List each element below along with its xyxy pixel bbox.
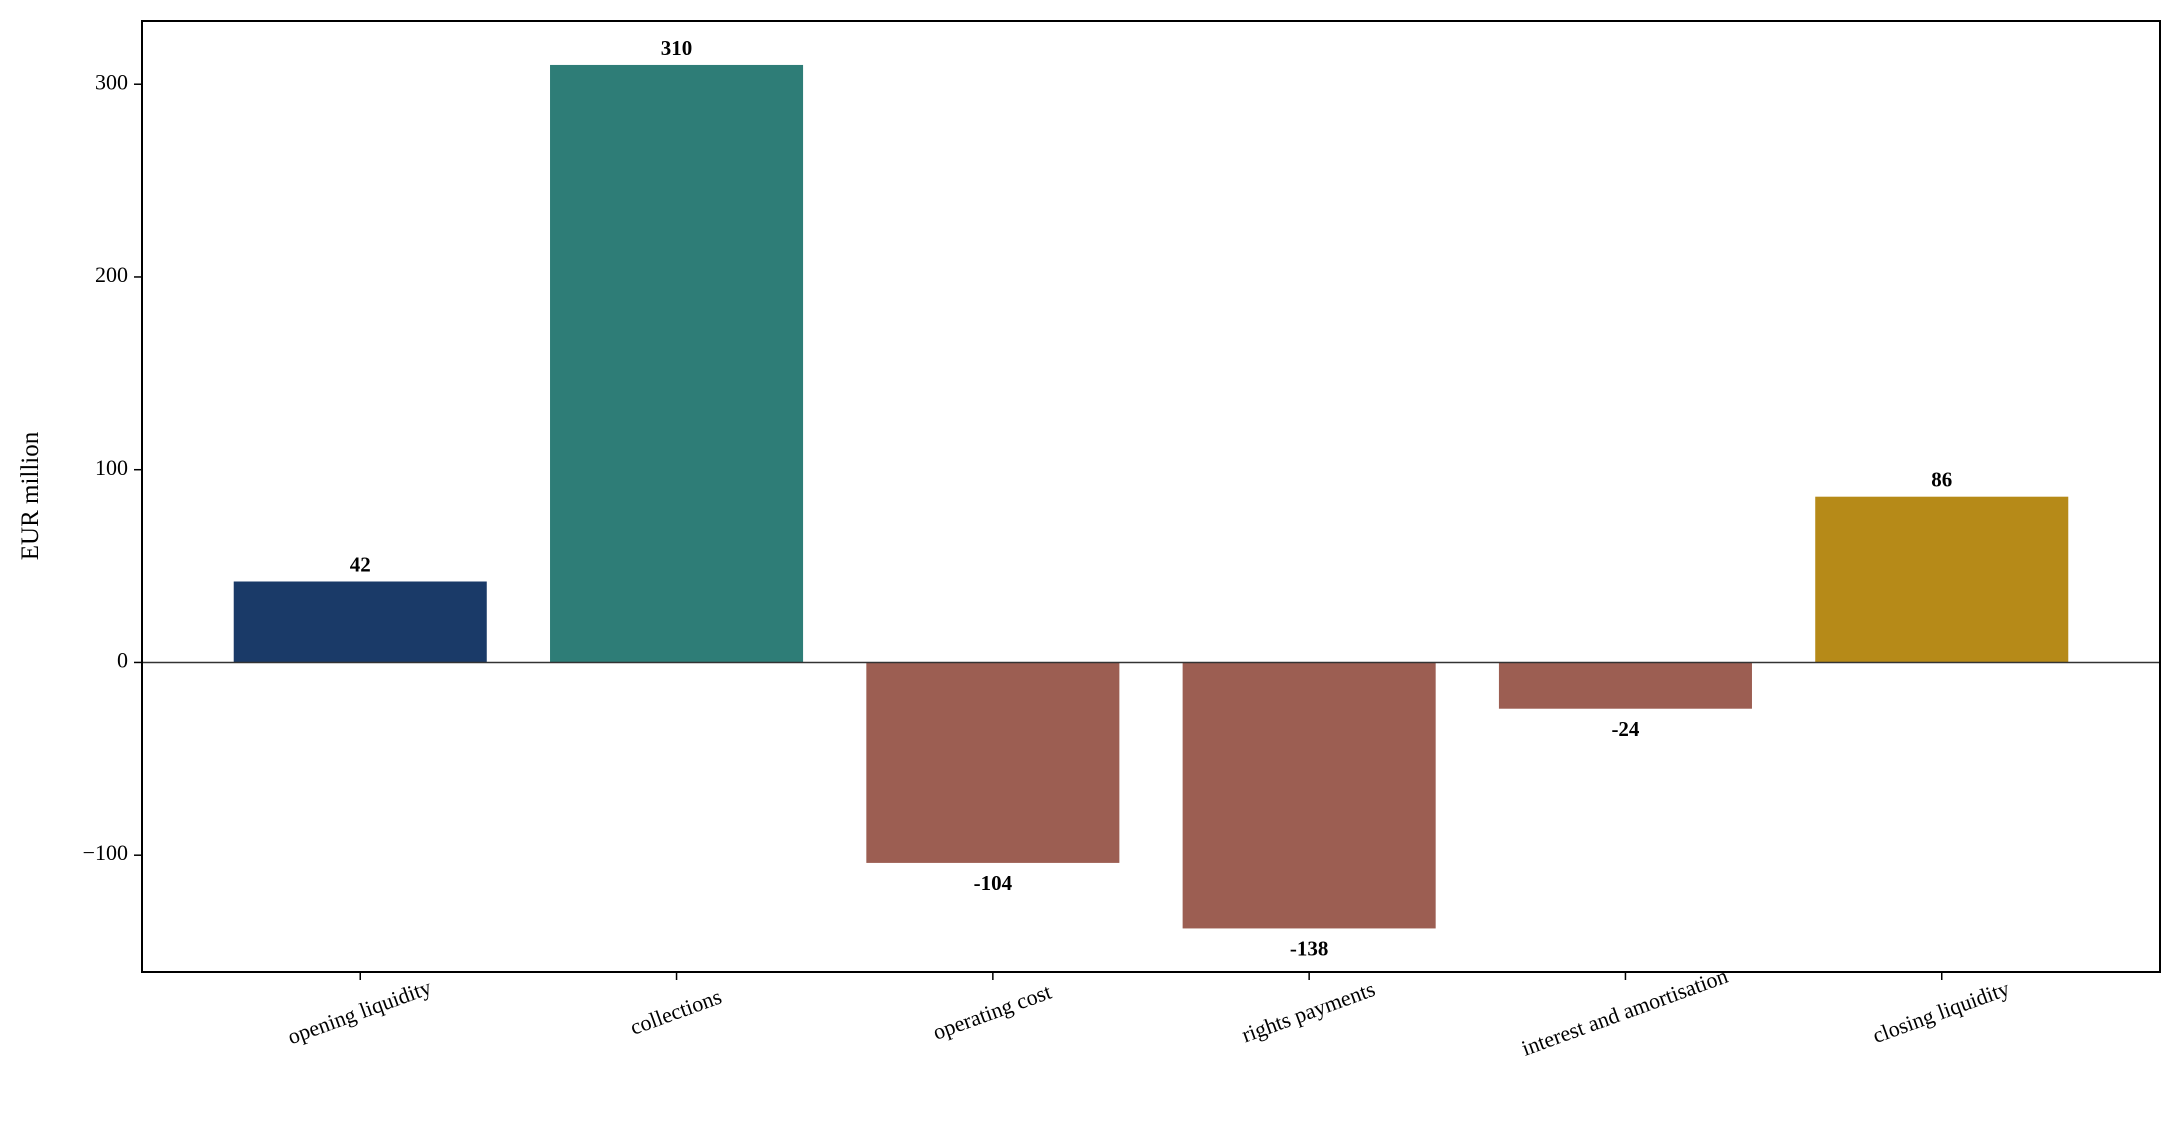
y-tick-label: 200: [95, 262, 128, 287]
y-tick-label: 100: [95, 455, 128, 480]
y-tick-label: 0: [117, 647, 128, 672]
y-tick-label: 300: [95, 69, 128, 94]
value-label: -104: [974, 871, 1013, 895]
x-tick-label: rights payments: [1238, 976, 1378, 1047]
bar: [1498, 662, 1752, 709]
x-tick-label: collections: [627, 984, 725, 1040]
plot-frame: [141, 20, 2161, 973]
bar: [1182, 662, 1436, 929]
bar: [866, 662, 1120, 863]
value-label: 42: [350, 553, 371, 577]
bar: [233, 581, 487, 663]
x-tick-label: closing liquidity: [1869, 975, 2013, 1048]
bar: [550, 64, 804, 663]
x-tick-label: operating cost: [929, 979, 1054, 1045]
bar: [1815, 496, 2069, 663]
x-tick-label: interest and amortisation: [1518, 963, 1731, 1061]
value-label: 310: [661, 36, 693, 60]
x-tick-label: opening liquidity: [284, 974, 434, 1049]
value-label: -138: [1290, 937, 1329, 961]
y-axis-label: EUR million: [17, 431, 44, 560]
value-label: 86: [1931, 468, 1952, 492]
value-label: -24: [1611, 717, 1639, 741]
y-tick-label: −100: [83, 840, 128, 865]
